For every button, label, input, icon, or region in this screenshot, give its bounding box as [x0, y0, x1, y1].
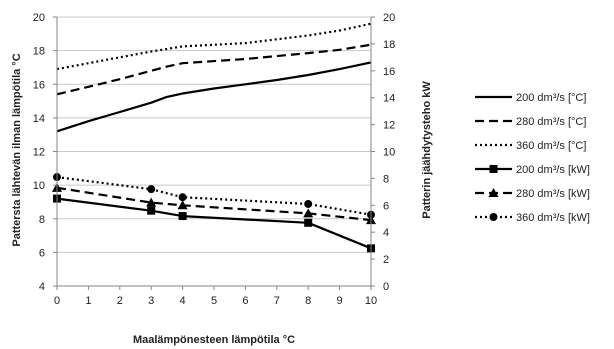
x-tick-label: 1	[85, 295, 91, 307]
data-point	[304, 199, 313, 208]
data-point	[178, 193, 187, 202]
legend-label-6: 360 dm³/s [kW]	[516, 212, 590, 224]
y-axis-left-title: Pattersta lähtevän ilman lämpötila °C	[11, 53, 23, 246]
y-right-tick-label: 2	[383, 254, 389, 266]
legend-marker	[488, 188, 499, 197]
x-tick-label: 0	[54, 295, 60, 307]
y-right-tick-label: 8	[383, 173, 389, 185]
series-line-4	[56, 197, 372, 250]
legend-label-1: 200 dm³/s [°C]	[516, 92, 586, 104]
series-layer	[52, 22, 376, 253]
x-axis-title: Maalämpönesteen lämpötila °C	[133, 334, 295, 346]
legend-label-5: 280 dm³/s [kW]	[516, 188, 590, 200]
legend-marker	[489, 213, 498, 221]
x-tick-label: 6	[242, 295, 248, 307]
data-point	[303, 208, 314, 218]
data-point	[304, 218, 313, 227]
series-line-3	[56, 22, 372, 71]
x-tick-label: 2	[117, 295, 123, 307]
y-left-tick-label: 6	[39, 247, 45, 259]
y-left-tick-label: 10	[33, 180, 45, 192]
data-point	[178, 212, 187, 221]
y-right-tick-label: 18	[383, 39, 395, 51]
y-axis-right-title: Patterin jäähdytysteho kW	[421, 81, 433, 219]
y-right-tick-label: 12	[383, 120, 395, 132]
y-left-tick-label: 12	[33, 147, 45, 159]
legend: 200 dm³/s [°C] 280 dm³/s [°C] 360 dm³/s [°…	[475, 92, 590, 224]
y-right-tick-label: 0	[383, 281, 389, 293]
data-point	[146, 197, 157, 207]
x-tick-label: 7	[274, 295, 280, 307]
series-line-1	[56, 61, 372, 133]
y-left-tick-label: 18	[33, 46, 45, 58]
y-right-tick-label: 6	[383, 200, 389, 212]
y-right-tick-label: 10	[383, 147, 395, 159]
data-point	[147, 185, 156, 194]
y-right-tick-label: 20	[383, 12, 395, 24]
x-tick-label: 5	[211, 295, 217, 307]
legend-label-4: 200 dm³/s [kW]	[516, 164, 590, 176]
y-left-tick-label: 14	[33, 113, 45, 125]
legend-label-2: 280 dm³/s [°C]	[516, 116, 586, 128]
y-left-tick-label: 4	[39, 281, 45, 293]
y-left-tick-label: 8	[39, 214, 45, 226]
data-point	[147, 206, 156, 215]
x-tick-label: 9	[337, 295, 343, 307]
axes: 0 1 2 3 4 5 6 7 8 9 104681012141618200246810121416…	[33, 12, 396, 307]
x-tick-label: 10	[365, 295, 377, 307]
y-left-tick-label: 16	[33, 79, 45, 91]
legend-marker	[489, 165, 498, 173]
y-right-tick-label: 14	[383, 93, 395, 105]
y-right-tick-label: 16	[383, 66, 395, 78]
series-line-2	[56, 43, 372, 96]
y-right-tick-label: 4	[383, 227, 389, 239]
data-point	[177, 200, 188, 210]
grid-lines	[57, 16, 371, 253]
x-tick-label: 8	[305, 295, 311, 307]
x-tick-label: 3	[148, 295, 154, 307]
y-left-tick-label: 20	[33, 12, 45, 24]
legend-label-3: 360 dm³/s [°C]	[516, 140, 586, 152]
x-tick-label: 4	[180, 295, 186, 307]
